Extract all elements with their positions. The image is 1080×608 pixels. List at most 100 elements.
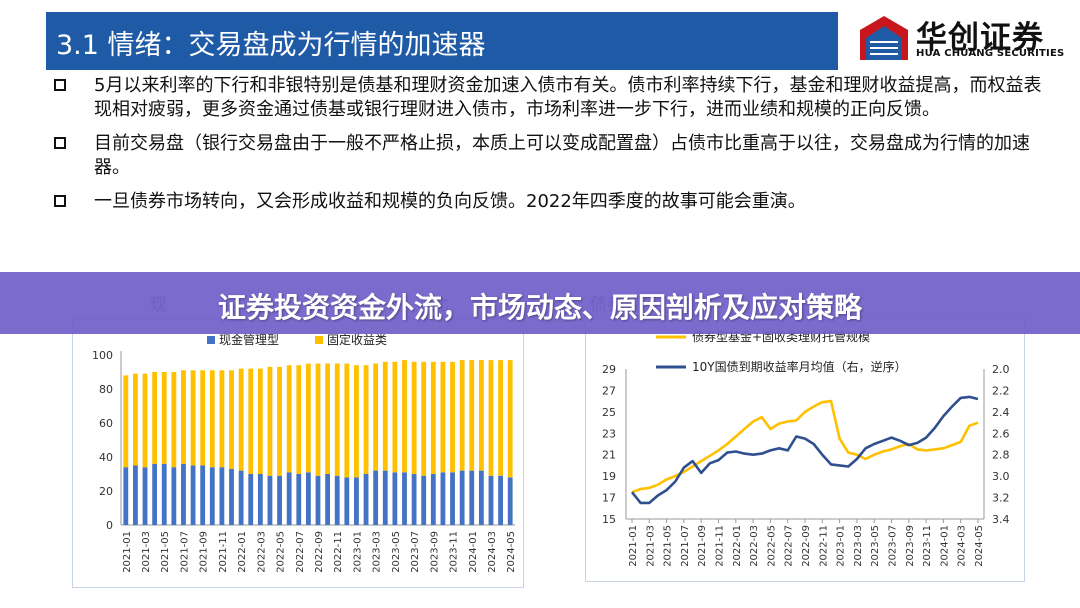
x-tick-label: 2023-03 <box>372 531 383 573</box>
y-tick-label: 100 <box>92 349 113 362</box>
bar-cash-management <box>267 475 273 525</box>
y-right-tick-label: 2.6 <box>992 427 1010 440</box>
stacked-bar-chart: 现金管理型 固定收益类 0 20 40 60 80 100 2021-01 2021-03 2021… <box>72 318 524 588</box>
bar-cash-management <box>421 475 427 525</box>
x-tick-label: 2022-03 <box>749 525 760 567</box>
x-tick-label: 2023-05 <box>391 531 402 573</box>
x-tick-label: 2021-07 <box>179 531 190 573</box>
logo-mark-icon <box>860 16 908 60</box>
y-left-tick-label: 25 <box>602 406 616 419</box>
y-left-tick-label: 15 <box>602 513 616 526</box>
x-tick-label: 2021-05 <box>663 525 674 567</box>
bar-fixed-income <box>171 372 177 468</box>
x-tick-label: 2021-03 <box>645 525 656 567</box>
legend-label: 固定收益类 <box>327 332 387 347</box>
bar-fixed-income <box>305 363 311 473</box>
bar-fixed-income <box>334 363 340 476</box>
x-tick-label: 2023-05 <box>870 525 881 567</box>
bar-cash-management <box>402 472 407 525</box>
y-left-tick-label: 23 <box>602 427 616 440</box>
bar-fixed-income <box>286 365 292 473</box>
legend-swatch <box>315 336 323 344</box>
bar-cash-management <box>392 472 398 525</box>
x-tick-label: 2021-09 <box>697 525 708 567</box>
bullet-list: 5月以来利率的下行和非银特别是债基和理财资金加速入债市有关。债市利率持续下行，基… <box>52 74 1042 224</box>
x-tick-label: 2022-11 <box>333 531 344 573</box>
x-tick-label: 2024-01 <box>939 525 950 567</box>
y-tick-label: 60 <box>99 417 113 430</box>
bullet-text: 一旦债券市场转向，又会形成收益和规模的负向反馈。2022年四季度的故事可能会重演… <box>94 191 806 212</box>
bar-cash-management <box>190 465 196 525</box>
x-tick-label: 2024-03 <box>957 525 968 567</box>
x-tick-label: 2022-11 <box>818 525 829 567</box>
bar-cash-management <box>123 467 129 525</box>
x-tick-label: 2023-09 <box>905 525 916 567</box>
y-right-tick-label: 3.2 <box>992 492 1010 505</box>
bar-fixed-income <box>488 360 494 476</box>
x-tick-label: 2024-01 <box>468 531 479 573</box>
y-left-tick-label: 17 <box>602 492 616 505</box>
bar-fixed-income <box>296 365 302 474</box>
bar-fixed-income <box>133 373 138 466</box>
bar-fixed-income <box>450 361 455 473</box>
bar-fixed-income <box>181 370 186 464</box>
bar-cash-management <box>277 475 282 525</box>
bar-fixed-income <box>123 375 129 468</box>
y-right-tick-label: 2.2 <box>992 384 1010 397</box>
x-tick-label: 2022-05 <box>766 525 777 567</box>
bar-cash-management <box>469 470 475 525</box>
x-tick-label: 2021-05 <box>160 531 171 573</box>
bar-fixed-income <box>382 361 388 471</box>
banner-headline: 证券投资资金外流，市场动态、原因剖析及应对策略 <box>217 291 862 324</box>
x-tick-label: 2022-09 <box>314 531 325 573</box>
y-right-tick-label: 2.0 <box>992 363 1010 376</box>
x-tick-label: 2021-11 <box>715 525 726 567</box>
x-tick-label: 2022-01 <box>237 531 248 573</box>
bar-fixed-income <box>440 361 446 473</box>
bar-cash-management <box>363 474 369 525</box>
bar-cash-management <box>430 474 436 525</box>
x-tick-label: 2022-07 <box>784 525 795 567</box>
bar-fixed-income <box>498 360 503 476</box>
legend-swatch <box>207 336 215 344</box>
bar-fixed-income <box>507 360 513 478</box>
bar-fixed-income <box>363 365 369 474</box>
bar-cash-management <box>498 475 503 525</box>
bar-fixed-income <box>200 370 206 466</box>
legend-label: 10Y国债到期收益率月均值（右，逆序） <box>692 359 907 374</box>
bar-cash-management <box>152 463 158 525</box>
bar-cash-management <box>209 467 215 525</box>
x-tick-label: 2023-07 <box>888 525 899 567</box>
bar-fixed-income <box>402 360 407 473</box>
bar-cash-management <box>286 472 292 525</box>
bar-cash-management <box>440 472 446 525</box>
overlay-banner: 证券投资资金外流，市场动态、原因剖析及应对策略 <box>0 272 1080 334</box>
bar-fixed-income <box>267 366 273 476</box>
bar-cash-management <box>411 474 417 525</box>
series-line-bond-fund-scale <box>631 399 979 494</box>
bar-cash-management <box>488 475 494 525</box>
slide-title-bar: 3.1 情绪：交易盘成为行情的加速器 <box>46 12 838 70</box>
x-tick-label: 2021-03 <box>141 531 152 573</box>
bar-cash-management <box>181 463 186 525</box>
x-tick-label: 2023-11 <box>922 525 933 567</box>
bar-fixed-income <box>229 370 234 469</box>
bar-cash-management <box>315 475 321 525</box>
x-tick-label: 2021-11 <box>218 531 229 573</box>
x-tick-label: 2024-03 <box>487 531 498 573</box>
bar-fixed-income <box>219 370 225 468</box>
x-tick-label: 2022-03 <box>256 531 267 573</box>
bar-cash-management <box>478 470 484 525</box>
x-tick-label: 2022-01 <box>732 525 743 567</box>
bar-cash-management <box>133 465 138 525</box>
bar-fixed-income <box>209 370 215 468</box>
bar-fixed-income <box>257 368 263 474</box>
bar-cash-management <box>382 470 388 525</box>
bar-cash-management <box>296 474 302 525</box>
y-right-tick-label: 3.0 <box>992 470 1010 483</box>
bullet-text: 目前交易盘（银行交易盘由于一般不严格止损，本质上可以变成配置盘）占债市比重高于以… <box>94 133 1030 178</box>
x-tick-label: 2023-03 <box>853 525 864 567</box>
bar-cash-management <box>142 467 148 525</box>
bar-fixed-income <box>354 365 359 478</box>
bar-fixed-income <box>469 360 475 471</box>
